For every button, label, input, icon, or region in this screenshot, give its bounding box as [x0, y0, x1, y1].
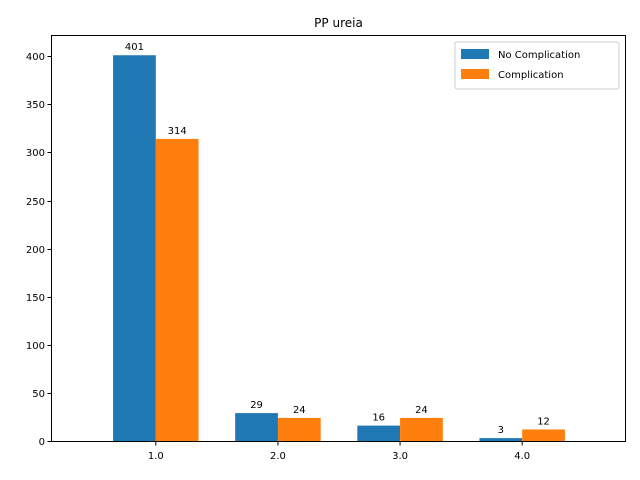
bar-no-complication-1 [113, 55, 156, 442]
y-tick-label: 400 [26, 52, 45, 63]
data-label-complication-1: 314 [168, 126, 187, 137]
bar-complication-2 [277, 417, 321, 441]
legend-swatch-no-complication [461, 49, 489, 59]
y-tick-label: 200 [26, 245, 45, 256]
bar-complication-1 [155, 138, 199, 442]
y-tick-label: 250 [26, 197, 45, 208]
axes-group [51, 35, 626, 442]
legend-box [454, 41, 620, 90]
data-label-complication-4: 12 [537, 416, 550, 427]
x-axis-ticks: 1.0 2.0 3.0 4.0 [148, 441, 530, 462]
chart-title: PP ureia [314, 16, 363, 30]
y-tick-label: 300 [26, 148, 45, 159]
bar-no-complication-4 [479, 438, 523, 441]
data-label-no-complication-4: 3 [498, 425, 504, 436]
data-label-complication-3: 24 [415, 405, 428, 416]
y-tick-label: 350 [26, 100, 45, 111]
y-axis-ticks: 0 50 100 150 200 250 300 350 400 [26, 52, 52, 448]
legend: No Complication Complication [454, 41, 620, 90]
x-tick-label: 1.0 [148, 451, 164, 462]
legend-label-no-complication: No Complication [498, 50, 580, 61]
x-tick-label: 2.0 [270, 451, 286, 462]
bar-no-complication-3 [357, 425, 401, 441]
y-tick-label: 0 [39, 437, 45, 448]
data-label-no-complication-3: 16 [372, 413, 385, 424]
bar-complication-4 [522, 429, 565, 441]
data-label-no-complication-1: 401 [125, 42, 144, 53]
data-labels-group: 401 314 29 24 16 24 3 12 [125, 42, 550, 436]
y-tick-label: 150 [26, 293, 45, 304]
x-tick-label: 4.0 [514, 451, 530, 462]
y-tick-label: 100 [26, 341, 45, 352]
x-tick-label: 3.0 [392, 451, 408, 462]
data-label-no-complication-2: 29 [250, 400, 263, 411]
y-tick-label: 50 [32, 389, 45, 400]
bar-complication-3 [400, 417, 443, 441]
plot-frame [51, 35, 626, 442]
bars-group [113, 55, 565, 442]
data-label-complication-2: 24 [293, 405, 306, 416]
legend-label-complication: Complication [498, 70, 564, 81]
legend-swatch-complication [461, 69, 489, 79]
bar-no-complication-2 [235, 413, 278, 441]
